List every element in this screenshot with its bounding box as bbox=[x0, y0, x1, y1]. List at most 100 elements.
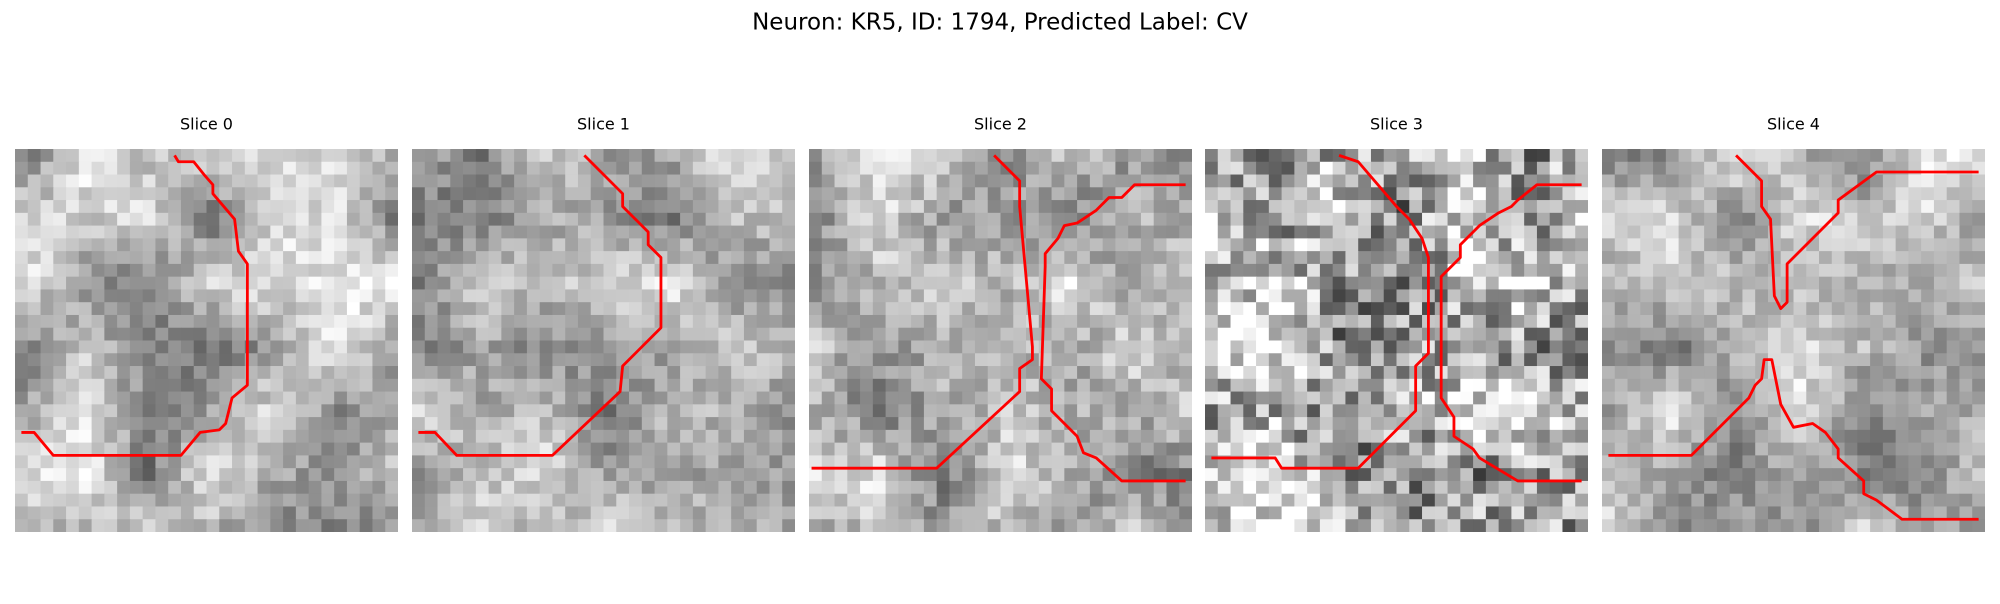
pixel bbox=[180, 429, 195, 444]
pixel bbox=[1793, 493, 1807, 507]
pixel bbox=[898, 327, 912, 342]
pixel bbox=[372, 314, 386, 329]
pixel bbox=[219, 468, 233, 482]
pixel bbox=[962, 506, 976, 520]
pixel bbox=[1473, 251, 1487, 265]
pixel bbox=[680, 238, 694, 252]
pixel bbox=[1064, 353, 1078, 367]
pixel bbox=[385, 480, 398, 495]
pixel bbox=[334, 442, 348, 456]
pixel bbox=[1882, 480, 1897, 495]
pixel bbox=[872, 174, 887, 188]
pixel bbox=[27, 506, 42, 520]
pixel bbox=[1077, 174, 1091, 188]
pixel bbox=[1627, 417, 1641, 431]
pixel bbox=[641, 417, 656, 431]
pixel bbox=[1166, 404, 1180, 418]
pixel bbox=[117, 314, 131, 329]
pixel bbox=[1281, 289, 1295, 303]
pixel bbox=[104, 174, 118, 188]
pixel bbox=[1562, 391, 1576, 405]
pixel bbox=[1205, 200, 1219, 214]
pixel bbox=[244, 174, 259, 188]
pixel bbox=[1205, 314, 1219, 329]
pixel bbox=[1064, 238, 1078, 252]
pixel bbox=[372, 149, 386, 163]
pixel bbox=[1370, 200, 1385, 214]
pixel bbox=[1729, 480, 1743, 495]
pixel bbox=[1729, 251, 1743, 265]
pixel bbox=[117, 442, 131, 456]
pixel bbox=[15, 378, 29, 393]
pixel bbox=[104, 276, 118, 290]
pixel bbox=[346, 353, 361, 367]
pixel bbox=[155, 506, 169, 520]
pixel bbox=[412, 238, 426, 252]
pixel bbox=[155, 314, 169, 329]
pixel bbox=[257, 404, 271, 418]
pixel bbox=[987, 519, 1002, 532]
pixel bbox=[142, 519, 156, 532]
pixel bbox=[769, 404, 783, 418]
pixel bbox=[692, 302, 707, 316]
pixel bbox=[424, 417, 439, 431]
pixel bbox=[1780, 149, 1795, 163]
pixel bbox=[629, 378, 643, 393]
pixel bbox=[308, 327, 322, 342]
pixel bbox=[834, 251, 848, 265]
pixel bbox=[1575, 519, 1588, 532]
pixel bbox=[962, 302, 976, 316]
pixel bbox=[769, 506, 783, 520]
pixel bbox=[1153, 289, 1167, 303]
pixel bbox=[1064, 327, 1078, 342]
pixel bbox=[104, 314, 118, 329]
pixel bbox=[1383, 455, 1398, 469]
pixel bbox=[1179, 187, 1192, 201]
pixel bbox=[692, 455, 707, 469]
pixel bbox=[1819, 378, 1833, 393]
pixel bbox=[1819, 506, 1833, 520]
pixel bbox=[834, 263, 848, 278]
pixel bbox=[1640, 238, 1654, 252]
pixel bbox=[962, 200, 976, 214]
pixel bbox=[206, 276, 220, 290]
pixel bbox=[987, 493, 1002, 507]
pixel bbox=[1473, 340, 1487, 354]
pixel bbox=[1793, 366, 1807, 380]
pixel bbox=[1217, 212, 1232, 227]
pixel bbox=[1946, 366, 1960, 380]
pixel bbox=[346, 238, 361, 252]
pixel bbox=[1256, 174, 1270, 188]
pixel bbox=[1716, 327, 1731, 342]
pixel bbox=[552, 493, 566, 507]
pixel bbox=[1549, 353, 1563, 367]
pixel bbox=[1793, 404, 1807, 418]
pixel bbox=[91, 391, 105, 405]
pixel bbox=[1485, 276, 1500, 290]
pixel bbox=[1256, 366, 1270, 380]
pixel bbox=[590, 327, 605, 342]
pixel bbox=[526, 455, 541, 469]
pixel bbox=[1562, 404, 1576, 418]
pixel bbox=[283, 480, 297, 495]
pixel bbox=[1780, 442, 1795, 456]
pixel bbox=[705, 200, 719, 214]
pixel bbox=[1460, 327, 1474, 342]
pixel bbox=[1256, 378, 1270, 393]
pixel bbox=[450, 161, 464, 176]
pixel bbox=[872, 340, 887, 354]
pixel bbox=[1051, 391, 1065, 405]
pixel bbox=[1933, 200, 1948, 214]
pixel bbox=[117, 429, 131, 444]
pixel bbox=[27, 212, 42, 227]
pixel bbox=[577, 327, 592, 342]
pixel bbox=[1933, 212, 1948, 227]
pixel bbox=[168, 225, 182, 239]
pixel bbox=[629, 302, 643, 316]
pixel bbox=[552, 225, 566, 239]
pixel bbox=[488, 442, 502, 456]
pixel bbox=[78, 455, 93, 469]
pixel bbox=[949, 327, 963, 342]
pixel bbox=[718, 417, 732, 431]
pixel bbox=[463, 366, 477, 380]
